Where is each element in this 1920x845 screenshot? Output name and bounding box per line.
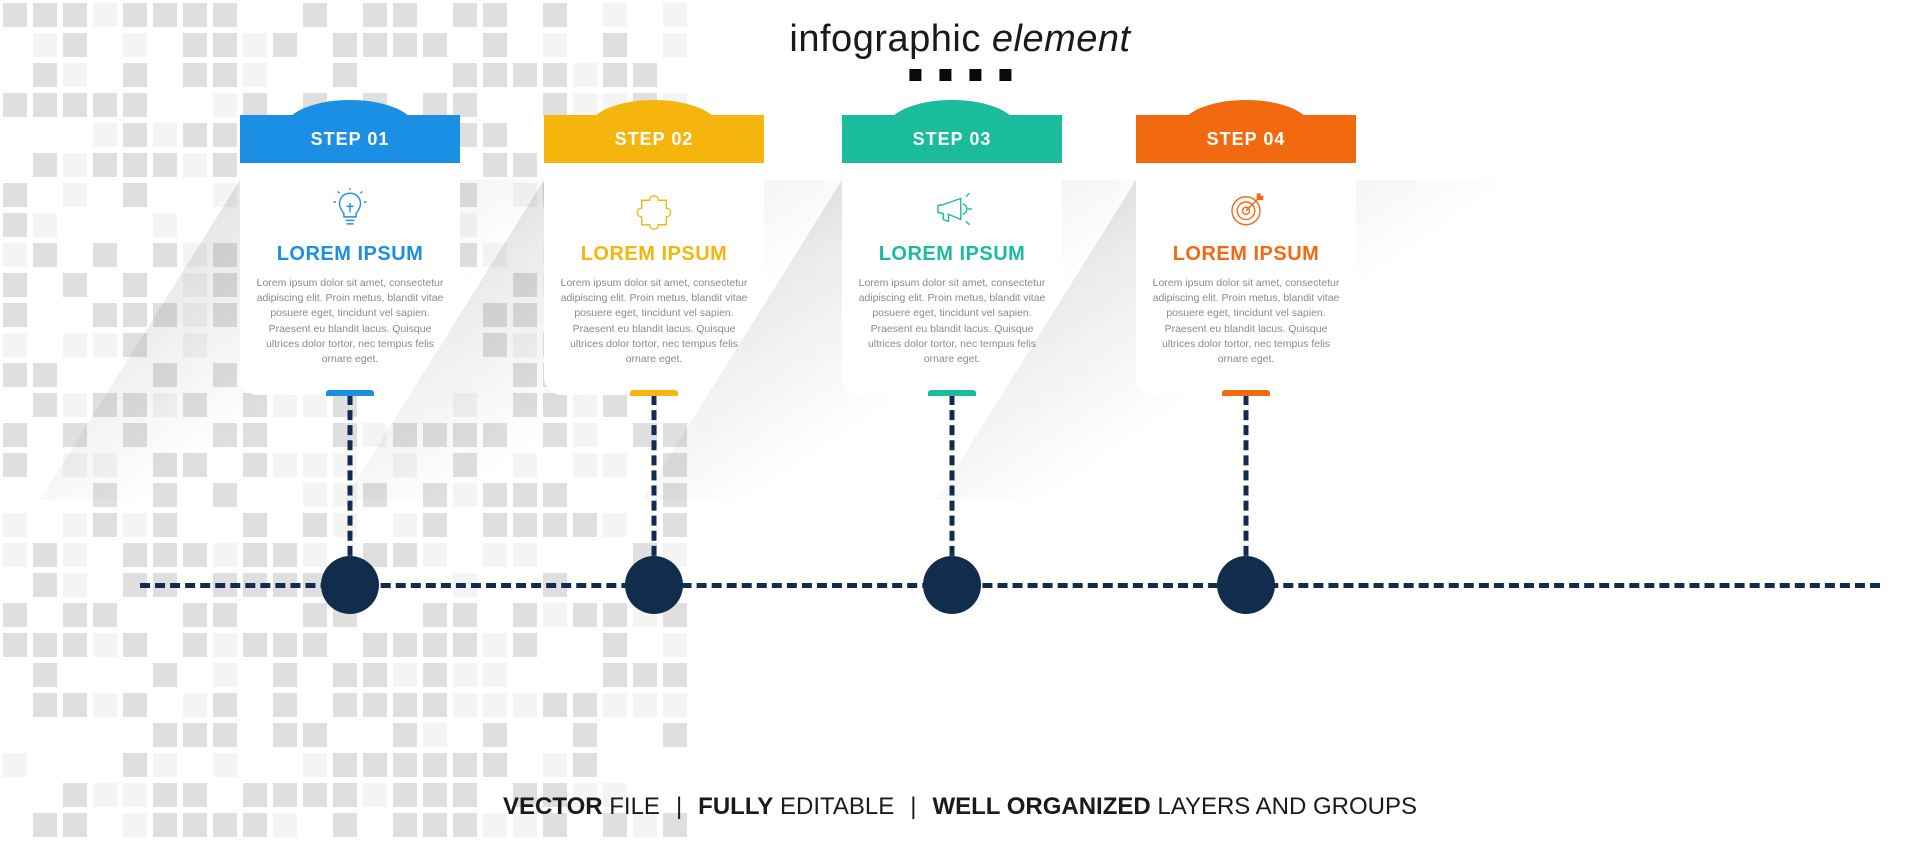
timeline-node [321, 556, 379, 614]
step-heading: LOREM IPSUM [560, 243, 748, 266]
step-tab: STEP 02 [544, 115, 764, 163]
step-card-3: STEP 03 LOREM IPSUM Lorem ipsum dolor sit… [842, 115, 1062, 395]
footer-segment-bold: WELL ORGANIZED [932, 793, 1150, 820]
step-card-body: LOREM IPSUM Lorem ipsum dolor sit amet, c… [1136, 163, 1356, 395]
step-card-body: LOREM IPSUM Lorem ipsum dolor sit amet, c… [842, 163, 1062, 395]
step-label: STEP 04 [1207, 129, 1286, 150]
step-card-1: STEP 01 LOREM IPSUM Lorem ipsum dolor sit… [240, 115, 460, 395]
footer-segment-light: FILE [603, 793, 660, 820]
step-card-body: LOREM IPSUM Lorem ipsum dolor sit amet, c… [240, 163, 460, 395]
puzzle-icon [560, 187, 748, 231]
step-body-text: Lorem ipsum dolor sit amet, consectetur … [560, 276, 748, 367]
step-heading: LOREM IPSUM [256, 243, 444, 266]
step-card-2: STEP 02 LOREM IPSUM Lorem ipsum dolor sit… [544, 115, 764, 395]
megaphone-icon [858, 187, 1046, 231]
target-icon [1152, 187, 1340, 231]
footer-segment-bold: FULLY [698, 793, 773, 820]
card-notch [326, 390, 374, 396]
title-italic: element [981, 18, 1131, 60]
footer-segment: WELL ORGANIZED LAYERS AND GROUPS [932, 793, 1417, 821]
page-title: infographic element [789, 18, 1130, 81]
step-heading: LOREM IPSUM [1152, 243, 1340, 266]
card-notch [1222, 390, 1270, 396]
timeline-node [1217, 556, 1275, 614]
footer-separator: | [910, 793, 916, 821]
step-card-4: STEP 04 LOREM IPSUM Lorem ipsum dolor sit… [1136, 115, 1356, 395]
step-body-text: Lorem ipsum dolor sit amet, consectetur … [858, 276, 1046, 367]
card-notch [928, 390, 976, 396]
footer-separator: | [676, 793, 682, 821]
card-notch [630, 390, 678, 396]
step-label: STEP 03 [913, 129, 992, 150]
step-label: STEP 02 [615, 129, 694, 150]
lightbulb-icon [256, 187, 444, 231]
timeline-node [923, 556, 981, 614]
step-tab: STEP 04 [1136, 115, 1356, 163]
footer-segment-light: LAYERS AND GROUPS [1151, 793, 1417, 820]
step-body-text: Lorem ipsum dolor sit amet, consectetur … [256, 276, 444, 367]
step-heading: LOREM IPSUM [858, 243, 1046, 266]
step-tab: STEP 01 [240, 115, 460, 163]
step-card-body: LOREM IPSUM Lorem ipsum dolor sit amet, c… [544, 163, 764, 395]
footer-segment-bold: VECTOR [503, 793, 603, 820]
step-body-text: Lorem ipsum dolor sit amet, consectetur … [1152, 276, 1340, 367]
timeline-axis [140, 583, 1880, 588]
footer-segment-light: EDITABLE [773, 793, 894, 820]
title-dots [789, 69, 1130, 81]
footer-tagline: VECTOR FILE | FULLY EDITABLE | WELL ORGANIZE… [503, 793, 1417, 821]
timeline-node [625, 556, 683, 614]
step-label: STEP 01 [311, 129, 390, 150]
footer-segment: FULLY EDITABLE [698, 793, 894, 821]
step-tab: STEP 03 [842, 115, 1062, 163]
title-normal: infographic [789, 18, 980, 60]
footer-segment: VECTOR FILE [503, 793, 660, 821]
